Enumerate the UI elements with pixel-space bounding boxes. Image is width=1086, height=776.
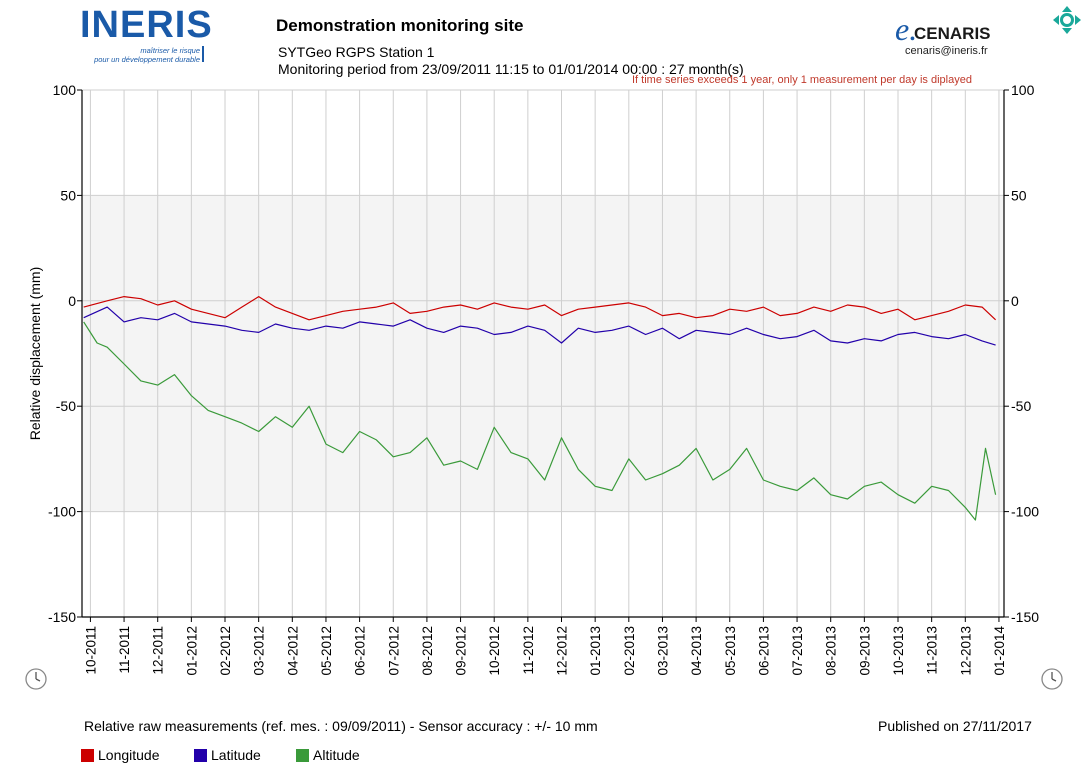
x-tick-label: 01-2013	[588, 626, 603, 676]
x-tick-label: 04-2013	[689, 626, 704, 676]
y-tick-label-right: 50	[1011, 187, 1027, 203]
ecenaris-logo-e: e.	[895, 11, 918, 47]
measurement-note: Relative raw measurements (ref. mes. : 0…	[84, 718, 598, 734]
legend-item-latitude[interactable]: Latitude	[194, 747, 261, 763]
x-tick-label: 10-2012	[487, 626, 502, 676]
move-arrows-icon[interactable]	[1053, 6, 1081, 34]
x-tick-label: 12-2013	[958, 626, 973, 676]
y-tick-label-left: 50	[60, 187, 76, 203]
y-tick-label-left: 100	[53, 82, 77, 98]
x-tick-label: 09-2012	[454, 626, 469, 676]
clock-icon[interactable]	[24, 667, 48, 691]
y-tick-label-left: -50	[56, 398, 76, 414]
ineris-logo-bar	[202, 46, 204, 62]
legend-swatch-longitude	[81, 748, 94, 762]
series-altitude	[83, 321, 997, 521]
chart-axes	[77, 89, 1009, 622]
legend-swatch-latitude	[194, 748, 207, 762]
x-tick-label: 03-2012	[252, 626, 267, 676]
chart-gridlines	[82, 89, 1004, 618]
clock-icon[interactable]	[1040, 667, 1064, 691]
chart-shaded-band	[82, 195, 1004, 512]
y-tick-label-left: 0	[68, 293, 76, 309]
x-tick-label: 07-2013	[790, 626, 805, 676]
x-tick-label: 02-2013	[622, 626, 637, 676]
legend-label-altitude: Altitude	[313, 747, 360, 763]
y-tick-label-right: 0	[1011, 293, 1019, 309]
monitoring-period: Monitoring period from 23/09/2011 11:15 …	[278, 61, 744, 77]
series-warning: If time series exceeds 1 year, only 1 me…	[632, 74, 972, 86]
x-tick-label: 12-2012	[555, 626, 570, 676]
legend-swatch-altitude	[296, 748, 309, 762]
x-tick-label: 07-2012	[386, 626, 401, 676]
x-tick-label: 08-2013	[824, 626, 839, 676]
y-tick-label-right: -150	[1011, 609, 1039, 625]
legend-label-longitude: Longitude	[98, 747, 160, 763]
x-tick-label: 06-2013	[756, 626, 771, 676]
x-tick-label: 09-2013	[857, 626, 872, 676]
x-tick-label: 01-2012	[184, 626, 199, 676]
y-tick-label-right: 100	[1011, 82, 1035, 98]
x-tick-label: 10-2011	[83, 626, 98, 675]
ecenaris-logo-name: CENARIS	[914, 24, 991, 43]
y-tick-label-right: -50	[1011, 398, 1031, 414]
series-latitude	[83, 306, 996, 346]
x-tick-label: 03-2013	[655, 626, 670, 676]
published-date: Published on 27/11/2017	[878, 718, 1032, 734]
shaded-band	[82, 195, 1004, 512]
legend-item-longitude[interactable]: Longitude	[81, 747, 160, 763]
y-tick-label-right: -100	[1011, 504, 1039, 520]
x-tick-label: 11-2011	[117, 626, 132, 674]
ineris-tagline-line-1: maîtriser le risque	[140, 46, 200, 55]
x-tick-label: 11-2012	[521, 626, 536, 675]
ineris-tagline: maîtriser le risque pour un développemen…	[88, 46, 200, 64]
x-tick-label: 08-2012	[420, 626, 435, 676]
y-axis-label: Relative displacement (mm)	[27, 267, 43, 441]
x-tick-label: 11-2013	[925, 626, 940, 675]
y-tick-label-left: -100	[48, 504, 76, 520]
x-tick-label: 05-2012	[319, 626, 334, 676]
ineris-logo: INERIS	[80, 4, 213, 46]
x-tick-label: 04-2012	[285, 626, 300, 676]
page-title: Demonstration monitoring site	[276, 16, 524, 35]
legend-item-altitude[interactable]: Altitude	[296, 747, 360, 763]
x-tick-label: 05-2013	[723, 626, 738, 676]
chart-labels: 100 100 50 50 0 0 -50 -50 -100 -100 -150 -150 10-201…	[27, 82, 1039, 676]
legend-label-latitude: Latitude	[211, 747, 261, 763]
x-tick-label: 10-2013	[891, 626, 906, 676]
ineris-tagline-line-2: pour un développement durable	[94, 55, 200, 64]
series-longitude	[83, 296, 997, 321]
x-tick-label: 06-2012	[353, 626, 368, 676]
contact-email[interactable]: cenaris@ineris.fr	[905, 45, 988, 57]
chart-series	[83, 296, 997, 521]
x-tick-label: 12-2011	[151, 626, 166, 675]
x-tick-label: 02-2012	[218, 626, 233, 676]
station-name: SYTGeo RGPS Station 1	[278, 44, 435, 60]
y-tick-label-left: -150	[48, 609, 76, 625]
x-tick-label: 01-2014	[992, 626, 1007, 676]
